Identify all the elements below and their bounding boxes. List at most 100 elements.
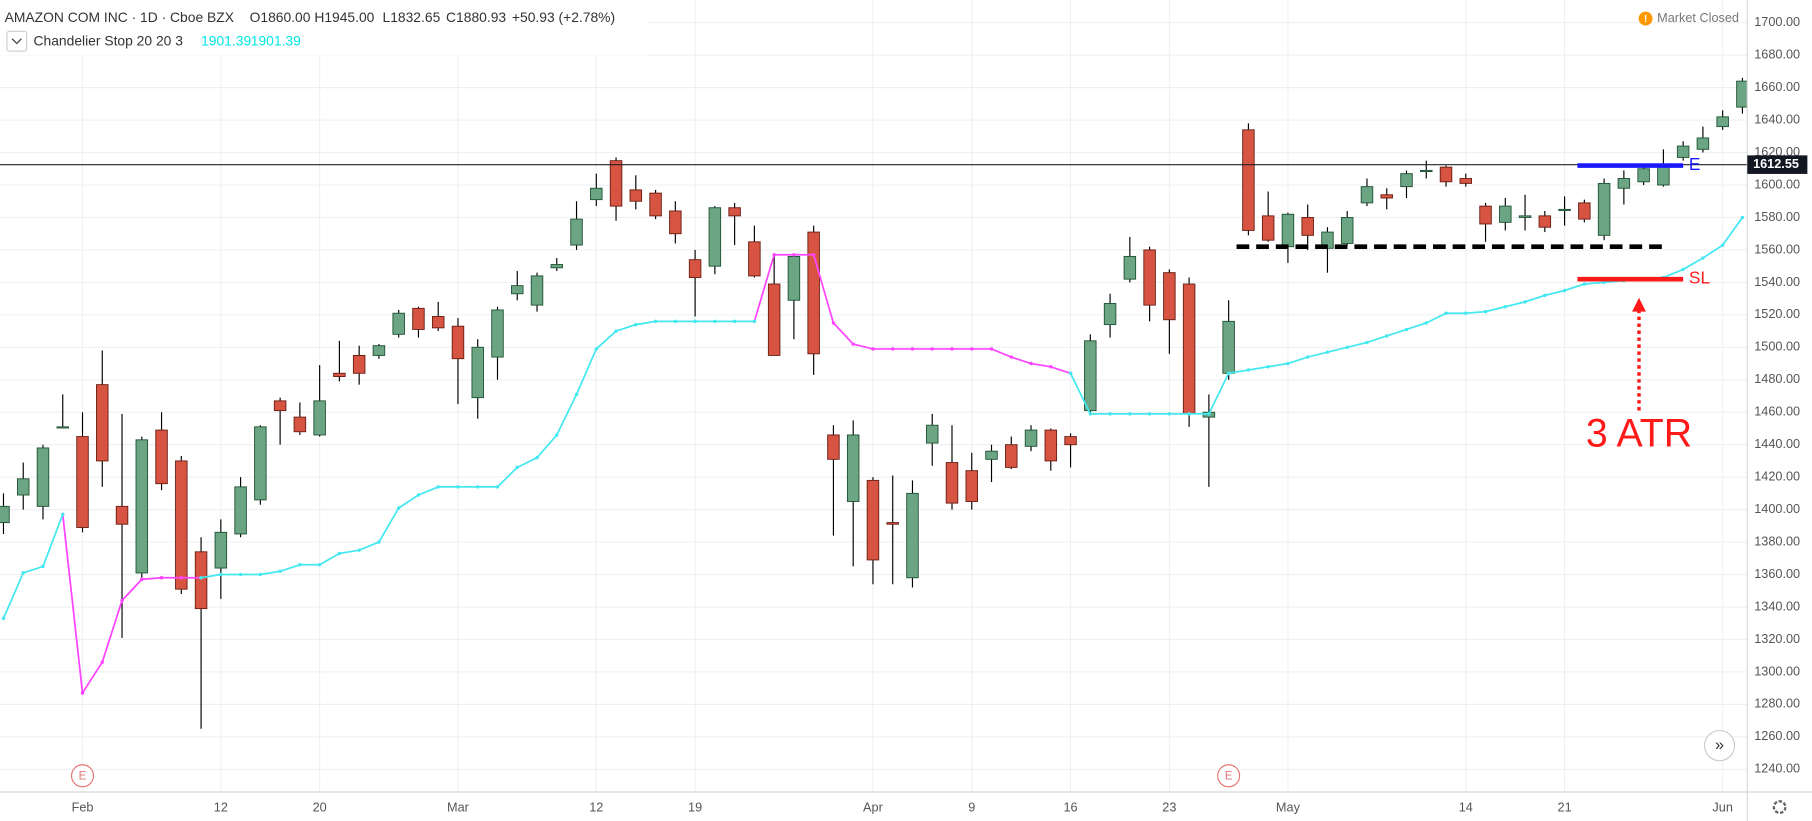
stop-point bbox=[970, 347, 974, 351]
candle-body bbox=[807, 231, 820, 355]
y-tick-label: 1580.00 bbox=[1754, 209, 1800, 224]
candle-body bbox=[1657, 165, 1670, 186]
candle-body bbox=[1736, 80, 1748, 108]
stop-point bbox=[811, 253, 816, 257]
candle-body bbox=[1459, 178, 1473, 184]
x-tick-label: 21 bbox=[1558, 800, 1572, 815]
candle-body bbox=[846, 434, 860, 502]
earnings-marker bbox=[70, 764, 95, 788]
candle-body bbox=[985, 450, 998, 460]
stop-point bbox=[673, 319, 678, 324]
x-tick-label: 12 bbox=[589, 800, 603, 815]
candle-body bbox=[372, 345, 386, 356]
chevron-icon bbox=[11, 38, 22, 45]
candle-body bbox=[1360, 186, 1374, 204]
y-tick-label: 1400.00 bbox=[1754, 501, 1800, 516]
candle-body bbox=[1005, 444, 1018, 468]
indicator-value: 1901.39 bbox=[201, 32, 251, 48]
x-tick-label: Mar bbox=[447, 800, 470, 815]
collapse-button[interactable] bbox=[6, 30, 28, 52]
stop-point bbox=[1740, 215, 1745, 220]
stop-point bbox=[1266, 365, 1270, 369]
stop-point bbox=[495, 485, 500, 489]
x-tick-label: 12 bbox=[214, 800, 228, 815]
candle-body bbox=[1716, 116, 1729, 128]
change: +50.93 (+2.78%) bbox=[512, 9, 615, 25]
stop-point bbox=[258, 572, 263, 577]
stop-point bbox=[1543, 293, 1547, 298]
grid bbox=[0, 0, 1748, 793]
stop-point bbox=[950, 347, 954, 351]
y-tick-label: 1300.00 bbox=[1754, 663, 1800, 678]
candle-body bbox=[590, 187, 603, 201]
candle-body bbox=[1400, 173, 1413, 188]
last-price-label: 1612.55 bbox=[1753, 156, 1799, 171]
stop-line bbox=[2, 514, 64, 619]
candle-body bbox=[1222, 320, 1235, 374]
stop-point bbox=[337, 551, 342, 556]
candle-body bbox=[530, 275, 544, 306]
candle-body bbox=[96, 384, 109, 462]
y-tick-label: 1680.00 bbox=[1754, 47, 1800, 62]
stop-point bbox=[1464, 311, 1468, 315]
candle-body bbox=[1617, 178, 1631, 189]
candle-body bbox=[965, 470, 978, 502]
stop-point bbox=[1088, 412, 1093, 416]
scroll-button[interactable] bbox=[1703, 729, 1736, 762]
atr-arrowhead bbox=[1632, 297, 1646, 312]
axes: 1240.00 1260.00 1280.00 1300.00 1320.00 1340.… bbox=[70, 14, 1808, 815]
x-tick-label: 20 bbox=[313, 800, 327, 815]
candle-body bbox=[392, 312, 405, 335]
stop-point bbox=[456, 485, 460, 489]
y-tick-label: 1280.00 bbox=[1754, 696, 1800, 711]
stop-point bbox=[693, 319, 697, 324]
x-tick-label: 19 bbox=[688, 800, 702, 815]
candle-body bbox=[1044, 429, 1058, 462]
stop-point bbox=[416, 493, 421, 497]
candle-body bbox=[945, 462, 959, 504]
candle-body bbox=[352, 354, 366, 374]
earnings-marker bbox=[1217, 764, 1241, 788]
candle-body bbox=[56, 426, 69, 429]
stop-point bbox=[713, 319, 717, 324]
candle-body bbox=[273, 400, 287, 412]
y-tick-label: 1560.00 bbox=[1754, 241, 1800, 256]
candle-body bbox=[1143, 249, 1156, 306]
stop-point bbox=[1108, 412, 1112, 416]
candle-body bbox=[1084, 340, 1097, 412]
earnings-label: E bbox=[79, 770, 87, 782]
candle-body bbox=[609, 160, 623, 207]
stop-point bbox=[100, 660, 105, 664]
y-tick-label: 1260.00 bbox=[1754, 728, 1800, 743]
candle-body bbox=[1281, 213, 1295, 248]
stop-point bbox=[1128, 412, 1132, 416]
candle-body bbox=[1340, 217, 1354, 244]
y-tick-label: 1640.00 bbox=[1754, 111, 1800, 126]
stop-point bbox=[317, 563, 322, 567]
stop-point bbox=[515, 465, 519, 470]
stop-point bbox=[1503, 305, 1508, 309]
candle-body bbox=[1597, 182, 1611, 236]
indicator-value: 1901.39 bbox=[251, 32, 301, 48]
x-tick-label: 23 bbox=[1162, 800, 1176, 815]
candle-body bbox=[214, 531, 228, 569]
candle-body bbox=[1123, 255, 1137, 280]
earnings-label: E bbox=[1225, 770, 1233, 782]
stop-point bbox=[1207, 412, 1211, 416]
candle-body bbox=[1261, 215, 1275, 241]
settings-icon[interactable] bbox=[1772, 800, 1787, 815]
candle-body bbox=[491, 309, 504, 358]
candle-body bbox=[115, 505, 129, 525]
candle-body bbox=[728, 207, 741, 217]
market-status: Market Closed bbox=[1657, 10, 1739, 25]
stop-point bbox=[1325, 350, 1330, 354]
stop-point bbox=[120, 598, 124, 603]
x-tick-label: Jun bbox=[1712, 800, 1732, 815]
candle-body bbox=[1558, 208, 1571, 211]
stop-point bbox=[910, 347, 915, 351]
candle-body bbox=[906, 492, 919, 579]
candle-body bbox=[1578, 202, 1591, 220]
candle-body bbox=[135, 439, 149, 574]
stop-point bbox=[1424, 321, 1428, 325]
